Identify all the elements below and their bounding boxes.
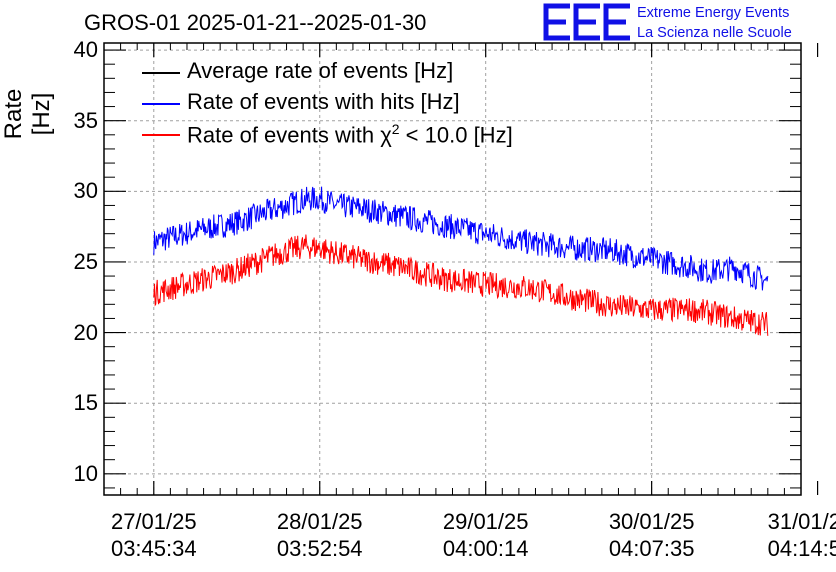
x-tick-time: 04:14:5: [767, 536, 836, 561]
logo-line-1: Extreme Energy Events: [637, 5, 790, 21]
x-tick-label: 27/01/25 03:45:34: [94, 508, 214, 562]
y-tick-label: 35: [73, 107, 98, 133]
logo-line-2: La Scienza nelle Scuole: [637, 25, 792, 41]
legend-label-average: Average rate of events [Hz]: [187, 58, 454, 83]
y-tick-label: 30: [73, 178, 98, 204]
legend-label-chi2: Rate of events with χ2 < 10.0 [Hz]: [187, 121, 513, 148]
x-tick-date: 29/01/25: [442, 509, 529, 534]
grid: [104, 43, 801, 495]
x-tick-label: 30/01/25 04:07:35: [592, 508, 712, 562]
x-tick-time: 04:07:35: [608, 536, 695, 561]
legend-chi2-suffix: < 10.0 [Hz]: [399, 122, 513, 148]
legend-chi2-prefix: Rate of events with χ: [187, 122, 392, 148]
series-line-1: [153, 186, 769, 291]
eee-logo: [543, 3, 630, 41]
logo-letter-e: [543, 3, 570, 41]
x-tick-date: 31/01/2: [767, 509, 836, 534]
x-tick-date: 27/01/25: [110, 509, 197, 534]
legend-chi2-superscript: 2: [391, 121, 400, 137]
chart-title: GROS-01 2025-01-21--2025-01-30: [84, 10, 427, 35]
axis-ticks: [104, 43, 819, 495]
x-tick-time: 03:52:54: [276, 536, 363, 561]
legend-label-hits: Rate of events with hits [Hz]: [187, 89, 460, 114]
y-tick-label: 25: [73, 248, 98, 274]
y-tick-label: 40: [73, 37, 98, 63]
x-tick-label: 31/01/2 04:14:5: [768, 508, 836, 562]
x-tick-time: 03:45:34: [110, 536, 197, 561]
y-tick-label: 20: [73, 319, 98, 345]
logo-letter-e: [573, 3, 600, 41]
x-tick-label: 29/01/25 04:00:14: [426, 508, 546, 562]
x-tick-time: 04:00:14: [442, 536, 529, 561]
y-tick-label: 15: [73, 390, 98, 416]
y-axis-label: Rate [Hz]: [0, 88, 55, 140]
series-layer: [153, 186, 769, 336]
y-tick-label: 10: [73, 460, 98, 486]
x-tick-label: 28/01/25 03:52:54: [260, 508, 380, 562]
x-tick-date: 30/01/25: [608, 509, 695, 534]
x-tick-date: 28/01/25: [276, 509, 363, 534]
legend-lines: [142, 72, 180, 136]
logo-letter-e: [603, 3, 630, 41]
series-line-2: [153, 234, 769, 336]
